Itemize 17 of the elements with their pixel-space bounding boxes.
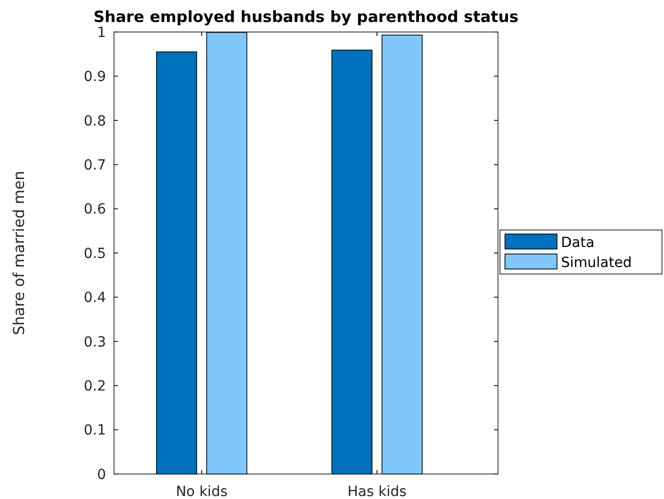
x-tick-label: No kids bbox=[176, 484, 228, 499]
x-tick-label: Has kids bbox=[348, 484, 407, 499]
y-axis-title: Share of married men bbox=[10, 170, 28, 336]
y-tick-label: 0.9 bbox=[84, 69, 106, 86]
y-tick-label: 0.1 bbox=[84, 422, 106, 439]
chart-title: Share employed husbands by parenthood status bbox=[94, 8, 518, 26]
y-tick-label: 0.2 bbox=[84, 378, 106, 394]
y-tick-label: 0.6 bbox=[84, 202, 106, 218]
legend-label: Simulated bbox=[561, 254, 632, 271]
y-tick-label: 0.3 bbox=[84, 334, 106, 350]
y-tick-label: 1 bbox=[97, 24, 106, 41]
y-tick-label: 0.4 bbox=[84, 290, 106, 306]
y-tick-label: 0.8 bbox=[84, 113, 106, 130]
y-tick-label: 0 bbox=[97, 466, 106, 483]
legend-label: Data bbox=[561, 234, 594, 251]
y-tick-label: 0.5 bbox=[84, 246, 106, 262]
y-tick-label: 0.7 bbox=[84, 158, 106, 174]
